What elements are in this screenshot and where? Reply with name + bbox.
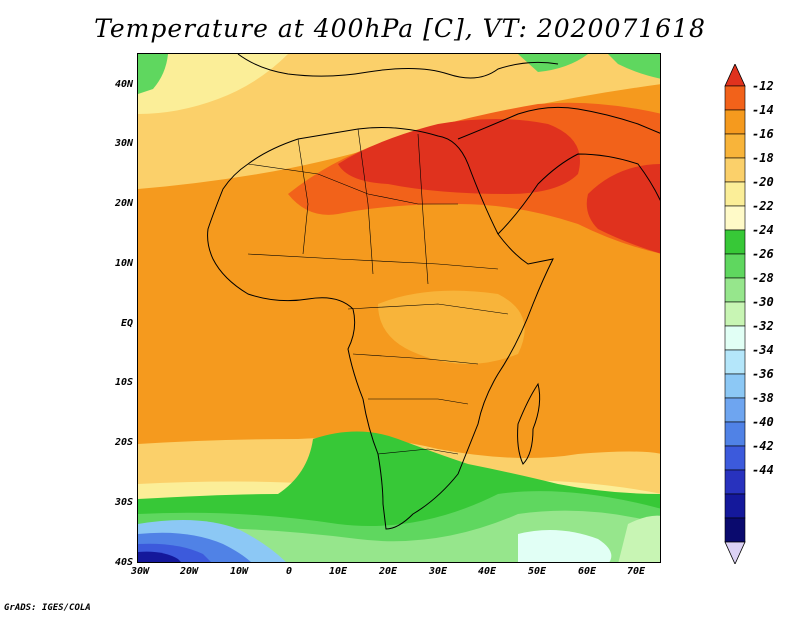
colorbar-cell [724,349,746,375]
lon-tick-30w: 30W [130,566,150,577]
lon-tick-60e: 60E [577,566,597,577]
colorbar-cell [724,109,746,135]
colorbar-label: -16 [752,127,774,141]
coast-arabia [497,153,660,235]
colorbar-label: -12 [752,79,774,93]
colorbar-label: -36 [752,367,774,381]
colorbar-cell [724,301,746,327]
temperature-map [137,53,661,563]
temperature-field [138,54,660,562]
colorbar-label: -26 [752,247,774,261]
coast-madagascar [517,382,541,465]
colorbar-cell [724,277,746,303]
lat-tick-eq: EQ [120,318,133,329]
colorbar-cell [724,229,746,255]
colorbar-top-arrow [724,64,746,87]
borders [247,128,509,455]
colorbar-cell [724,397,746,423]
lon-tick-10e: 10E [328,566,348,577]
colorbar-cells [724,64,746,564]
field-north-yellow [138,54,660,189]
field-pale-green [618,515,660,562]
lon-tick-30e: 30E [428,566,448,577]
colorbar-cell [724,373,746,399]
colorbar-cell [724,517,746,543]
field-core-arabia [586,164,660,254]
colorbar-label: -30 [752,295,774,309]
lat-tick-30n: 30N [114,138,133,149]
colorbar-cell [724,133,746,159]
lon-tick-20e: 20E [378,566,398,577]
colorbar-label: -14 [752,103,774,117]
colorbar-cell [724,253,746,279]
lat-tick-10s: 10S [114,377,133,388]
colorbar-cell [724,205,746,231]
lon-tick-10w: 10W [229,566,249,577]
colorbar [724,64,746,564]
colorbar-label: -44 [752,463,774,477]
field-green-ne [608,54,660,79]
colorbar-label: -38 [752,391,774,405]
credit-text: GrADS: IGES/COLA [4,603,91,613]
lon-tick-20w: 20W [179,566,199,577]
colorbar-label: -34 [752,343,774,357]
colorbar-cell [724,469,746,495]
field-core-sahara [338,119,580,194]
lon-tick-50e: 50E [527,566,547,577]
colorbar-label: -20 [752,175,774,189]
colorbar-cell [724,445,746,471]
field-north-pale [138,54,288,114]
lon-tick-0: 0 [285,566,293,577]
field-central-patch [378,290,525,364]
lat-tick-30s: 30S [114,497,133,508]
colorbar-label: -32 [752,319,774,333]
colorbar-label: -22 [752,199,774,213]
map-title: Temperature at 400hPa [C], VT: 202007161… [94,14,706,43]
lat-tick-40s: 40S [114,557,133,568]
lat-tick-40n: 40N [114,79,133,90]
field-green-nw [138,54,168,94]
coast-med-east [457,106,660,140]
colorbar-bottom-arrow [724,541,746,564]
field-pale-blue [518,530,612,562]
colorbar-label: -24 [752,223,774,237]
coastlines [207,54,660,530]
colorbar-label: -40 [752,415,774,429]
colorbar-label: -28 [752,271,774,285]
coast-europe [237,54,559,79]
colorbar-cell [724,421,746,447]
lat-tick-10n: 10N [114,258,133,269]
lon-tick-40e: 40E [477,566,497,577]
colorbar-cell [724,181,746,207]
lat-tick-20n: 20N [114,198,133,209]
colorbar-label: -18 [752,151,774,165]
colorbar-cell [724,493,746,519]
lon-tick-70e: 70E [626,566,646,577]
colorbar-cell [724,325,746,351]
colorbar-cell [724,157,746,183]
colorbar-label: -42 [752,439,774,453]
coast-africa [207,127,554,530]
colorbar-cell [724,85,746,111]
field-blue-4 [138,551,181,562]
lat-tick-20s: 20S [114,437,133,448]
